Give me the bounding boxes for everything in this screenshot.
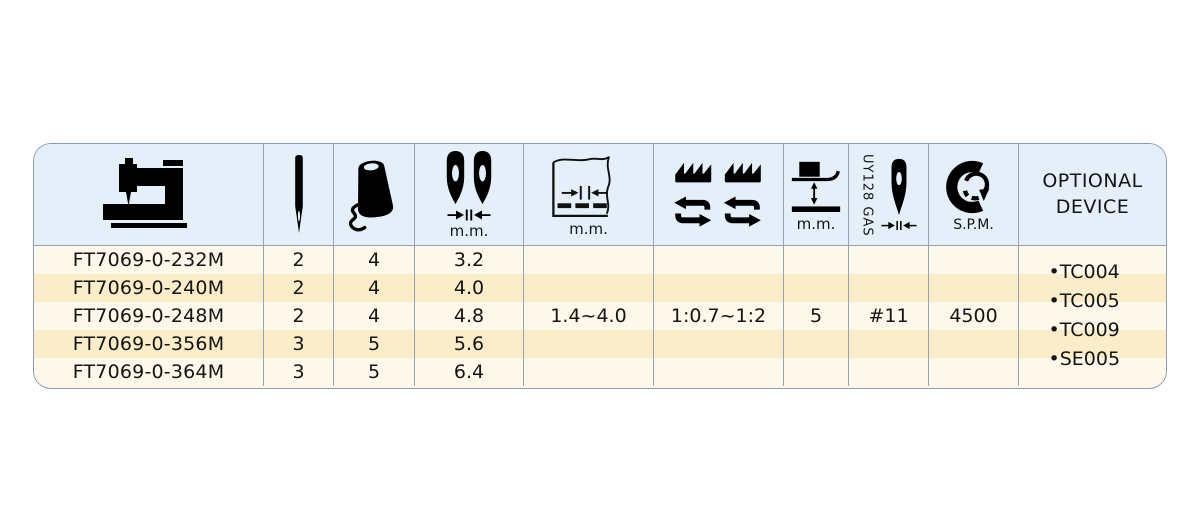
speed-unit-label: S.P.M. [953,216,994,233]
needle-gauge-cell: 5.6 [415,330,524,358]
stitch-length-merged-cell: 1.4~4.0 [524,246,654,386]
needles-cell: 3 [264,358,334,386]
needle-system-label: UY128 GAS [859,153,875,237]
stitch-length-unit-label: m.m. [569,219,608,238]
threads-cell: 4 [334,246,415,274]
foot-lift-unit-label: m.m. [796,214,836,233]
threads-cell: 4 [334,274,415,302]
foot-lift-merged-cell: 5 [784,246,849,386]
threads-cell: 5 [334,330,415,358]
optional-device-label: OPTIONAL DEVICE [1042,169,1143,218]
needle-size-icon [891,158,906,216]
header-cell-differential-feed [654,144,784,245]
handwheel-icon [945,160,989,213]
needle-size-merged-cell: #11 [849,246,929,386]
optional-device-item: •TC004 [1049,263,1137,282]
twin-needles-gauge-icon [446,150,492,205]
header-cell-speed: S.P.M. [929,144,1019,245]
needles-cell: 2 [264,302,334,330]
header-cell-model [34,144,264,245]
optional-device-item: •SE005 [1049,350,1137,369]
header-cell-threads [334,144,415,245]
device-code: SE005 [1059,348,1121,370]
needle-gauge-cell: 4.0 [415,274,524,302]
optional-device-list: •TC004 •TC005 •TC009 •SE005 [1019,246,1166,386]
threads-cell: 5 [334,358,415,386]
needle-gauge-cell: 4.8 [415,302,524,330]
header-cell-foot-lift: m.m. [784,144,849,245]
bullet-icon: • [1048,290,1060,312]
thread-cone-icon [348,160,394,231]
model-cell: FT7069-0-356M [34,330,264,358]
header-cell-needle-gauge: m.m. [415,144,524,245]
header-cell-needles [264,144,334,245]
device-code: TC004 [1059,261,1120,283]
threads-cell: 4 [334,302,415,330]
inward-arrows-icon [447,209,491,221]
model-cell: FT7069-0-240M [34,274,264,302]
speed-merged-cell: 4500 [929,246,1019,386]
header-cell-stitch-length: m.m. [524,144,654,245]
device-code: TC009 [1059,319,1120,341]
needle-icon [294,154,303,233]
model-cell: FT7069-0-364M [34,358,264,386]
needle-gauge-cell: 6.4 [415,358,524,386]
needles-cell: 2 [264,246,334,274]
needles-cell: 2 [264,274,334,302]
presser-foot-lift-icon [791,161,841,212]
table-header: m.m. [34,144,1166,246]
inward-arrows-icon [880,221,917,230]
header-cell-optional-device: OPTIONAL DEVICE [1019,144,1166,245]
header-cell-needle-system: UY128 GAS [849,144,929,245]
model-cell: FT7069-0-248M [34,302,264,330]
differential-feed-icon [673,162,761,227]
bullet-icon: • [1048,261,1060,283]
table-body: FT7069-0-232M 2 4 3.2 FT7069-0-240M 2 4 … [34,246,1166,386]
device-code: TC005 [1059,290,1120,312]
needle-gauge-cell: 3.2 [415,246,524,274]
optional-device-item: •TC005 [1049,292,1137,311]
model-cell: FT7069-0-232M [34,246,264,274]
bullet-icon: • [1048,319,1060,341]
sewing-machine-icon [102,157,187,228]
needles-cell: 3 [264,330,334,358]
bullet-icon: • [1048,348,1060,370]
optional-device-item: •TC009 [1049,321,1137,340]
spec-table: m.m. [33,143,1167,389]
differential-ratio-merged-cell: 1:0.7~1:2 [654,246,784,386]
fabric-stitch-length-icon [551,155,611,217]
needle-gauge-unit-label: m.m. [449,222,489,240]
